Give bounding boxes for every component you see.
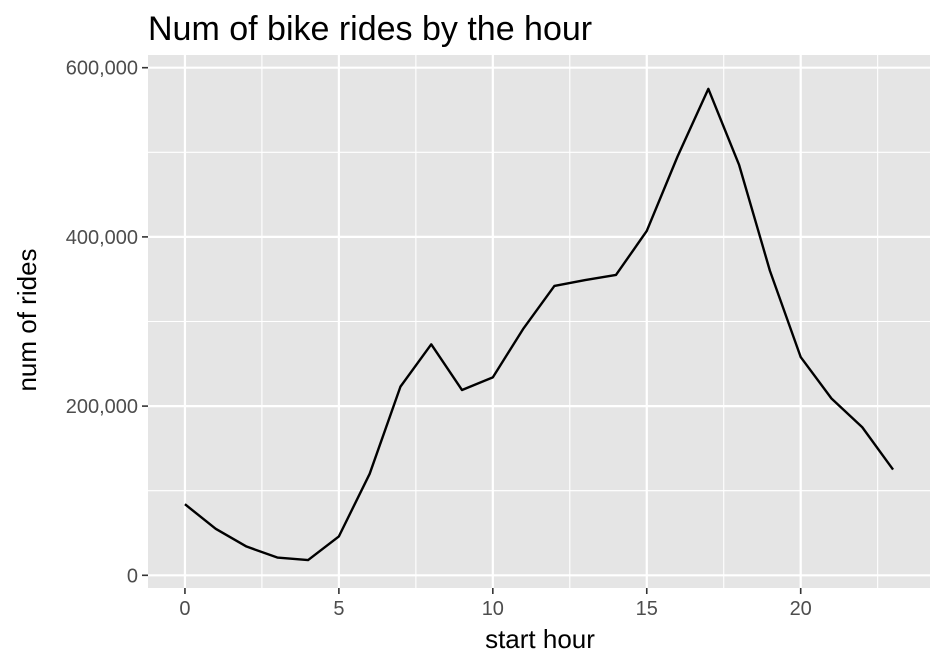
x-axis: 0 5 10 15 20 (179, 588, 812, 620)
y-tick-label: 400,000 (66, 227, 138, 249)
x-tick-label: 20 (790, 598, 812, 620)
y-tick-label: 600,000 (66, 58, 138, 80)
y-axis: 0 200,000 400,000 600,000 (66, 58, 148, 587)
chart-title: Num of bike rides by the hour (148, 10, 592, 48)
y-tick-label: 0 (127, 565, 138, 587)
x-tick-label: 15 (636, 598, 658, 620)
y-tick-label: 200,000 (66, 396, 138, 418)
major-gridlines (148, 55, 930, 588)
x-tick-label: 5 (333, 598, 344, 620)
x-tick-label: 0 (179, 598, 190, 620)
data-points (184, 88, 894, 561)
x-axis-title: start hour (485, 624, 595, 654)
y-axis-title: num of rides (12, 248, 42, 391)
series-line (184, 87, 895, 562)
x-tick-label: 10 (482, 598, 504, 620)
